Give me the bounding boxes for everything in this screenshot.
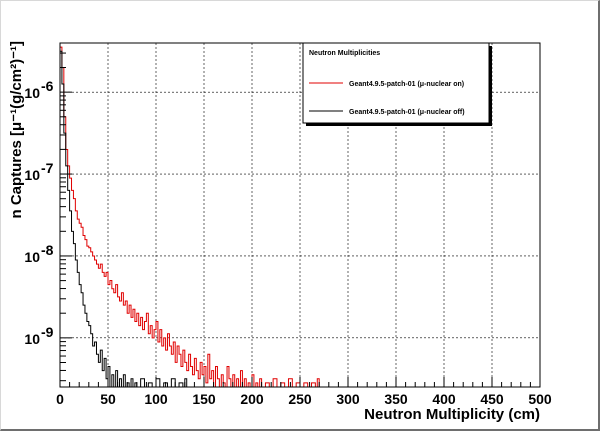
x-tick-label-500: 500: [528, 391, 552, 407]
x-tick-label-0: 0: [56, 391, 64, 407]
y-tick-exponent: -6: [41, 78, 54, 94]
legend-entry-mu-nuclear-on: Geant4.9.5-patch-01 (μ-nuclear on): [349, 81, 464, 88]
series-layer: [60, 46, 322, 388]
y-tick-label: 10: [24, 85, 40, 101]
x-tick-label-300: 300: [336, 391, 360, 407]
y-tick-exponent: -8: [41, 242, 54, 258]
legend-entry-mu-nuclear-off: Geant4.9.5-patch-01 (μ-nuclear off): [349, 109, 465, 116]
tick-layer: [59, 52, 541, 387]
series-line-mu-nuclear-on: [60, 46, 322, 388]
x-tick-label-250: 250: [288, 391, 312, 407]
x-tick-label-100: 100: [144, 391, 168, 407]
x-tick-label-400: 400: [432, 391, 456, 407]
y-tick-exponent: -7: [41, 160, 54, 176]
y-tick-label: 10: [24, 331, 40, 347]
legend: Neutron Multiplicities Geant4.9.5-patch-…: [302, 42, 492, 126]
y-tick-exponent: -9: [41, 324, 54, 340]
legend-title: Neutron Multiplicities: [309, 50, 380, 57]
x-axis-title: Neutron Multiplicity (cm): [364, 406, 540, 423]
y-axis-title: n Captures [μ⁻¹(g/cm²)⁻¹]: [8, 41, 25, 219]
x-tick-label-50: 50: [100, 391, 116, 407]
x-tick-label-450: 450: [480, 391, 504, 407]
x-tick-label-350: 350: [384, 391, 408, 407]
x-tick-label-200: 200: [240, 391, 264, 407]
series-line-mu-nuclear-off: [60, 50, 189, 388]
label-layer: 0 50 100 150 200 250 300 350 400 450 50010-910-810…: [24, 78, 551, 407]
x-tick-label-150: 150: [192, 391, 216, 407]
y-tick-label: 10: [24, 167, 40, 183]
y-tick-label: 10: [24, 249, 40, 265]
